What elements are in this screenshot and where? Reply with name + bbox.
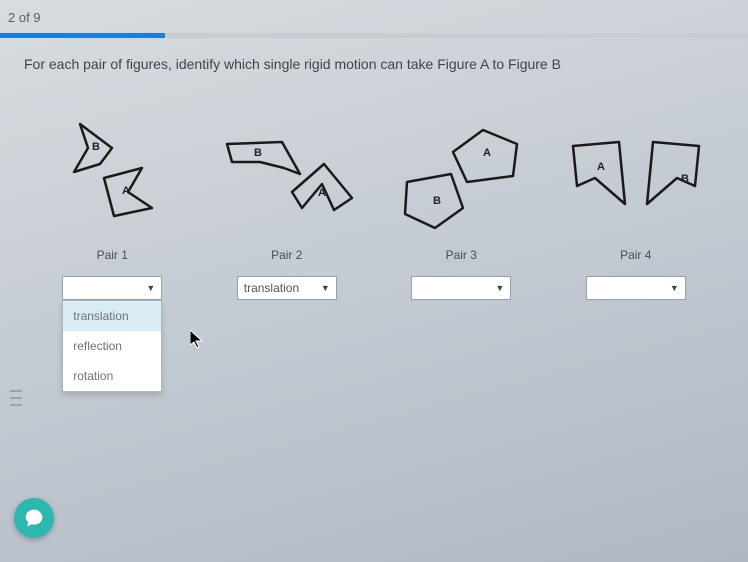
dropdown-option-reflection[interactable]: reflection bbox=[63, 331, 161, 361]
dropdown-2[interactable]: translation ▼ bbox=[237, 276, 337, 300]
pair-4: A B Pair 4 bbox=[554, 112, 719, 262]
pair-4-label-b: B bbox=[681, 173, 689, 185]
figure-row: B A Pair 1 B A Pair 2 bbox=[0, 82, 748, 262]
pair-1: B A Pair 1 bbox=[30, 112, 195, 262]
dropdown-slot-4: ▼ bbox=[554, 276, 719, 300]
dropdown-1[interactable]: ▼ bbox=[62, 276, 162, 300]
pair-4-label: Pair 4 bbox=[620, 248, 651, 262]
progress-bar bbox=[0, 33, 748, 38]
caret-icon: ▼ bbox=[321, 283, 330, 293]
pair-4-label-a: A bbox=[597, 161, 605, 173]
pair-2-figure: B A bbox=[212, 112, 362, 242]
dropdown-2-value: translation bbox=[244, 281, 299, 295]
pair-2-label: Pair 2 bbox=[271, 248, 302, 262]
pair-2-label-b: B bbox=[254, 147, 262, 159]
dropdown-4[interactable]: ▼ bbox=[586, 276, 686, 300]
drag-handle-icon[interactable] bbox=[10, 390, 22, 406]
chat-icon bbox=[24, 508, 44, 528]
chat-button[interactable] bbox=[14, 498, 54, 538]
pair-2-label-a: A bbox=[318, 187, 326, 199]
pair-1-label: Pair 1 bbox=[97, 248, 128, 262]
mouse-cursor-icon bbox=[190, 330, 204, 350]
caret-icon: ▼ bbox=[495, 283, 504, 293]
question-text: For each pair of figures, identify which… bbox=[0, 38, 748, 82]
pair-2: B A Pair 2 bbox=[205, 112, 370, 262]
pair-1-label-b: B bbox=[92, 141, 100, 153]
page-counter: 2 of 9 bbox=[0, 0, 748, 33]
dropdown-option-rotation[interactable]: rotation bbox=[63, 361, 161, 391]
dropdown-slot-1: ▼ translation reflection rotation bbox=[30, 276, 195, 300]
pair-1-label-a: A bbox=[122, 185, 130, 197]
dropdown-3[interactable]: ▼ bbox=[411, 276, 511, 300]
pair-1-figure: B A bbox=[52, 112, 172, 242]
progress-fill bbox=[0, 33, 165, 38]
dropdown-slot-3: ▼ bbox=[379, 276, 544, 300]
dropdown-option-translation[interactable]: translation bbox=[63, 301, 161, 331]
dropdown-slot-2: translation ▼ bbox=[205, 276, 370, 300]
dropdown-row: ▼ translation reflection rotation transl… bbox=[0, 262, 748, 300]
caret-icon: ▼ bbox=[670, 283, 679, 293]
pair-4-figure: A B bbox=[561, 112, 711, 242]
pair-3-figure: A B bbox=[391, 112, 531, 242]
pair-3-label-a: A bbox=[483, 147, 491, 159]
pair-3-label: Pair 3 bbox=[446, 248, 477, 262]
caret-icon: ▼ bbox=[146, 283, 155, 293]
pair-3-label-b: B bbox=[433, 195, 441, 207]
pair-3: A B Pair 3 bbox=[379, 112, 544, 262]
dropdown-1-list: translation reflection rotation bbox=[62, 300, 162, 392]
